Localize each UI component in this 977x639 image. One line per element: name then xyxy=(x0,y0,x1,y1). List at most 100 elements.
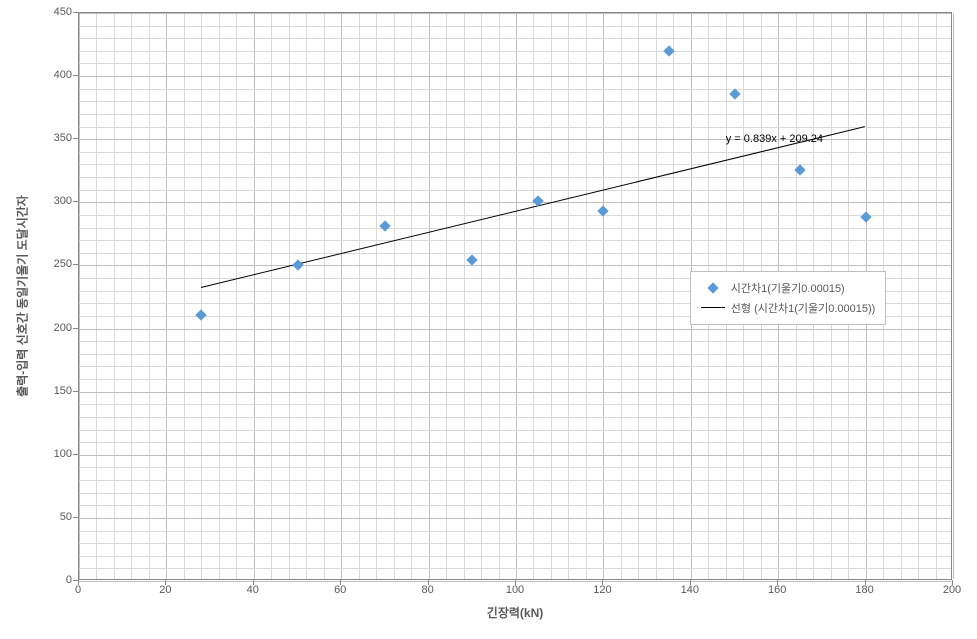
diamond-marker-icon xyxy=(707,282,718,293)
grid-minor-v xyxy=(673,13,674,579)
grid-minor-h xyxy=(79,341,951,342)
grid-minor-v xyxy=(394,13,395,579)
grid-minor-v xyxy=(533,13,534,579)
grid-minor-v xyxy=(656,13,657,579)
x-tick-mark xyxy=(78,580,79,585)
y-tick-mark xyxy=(73,517,78,518)
grid-major-v xyxy=(79,13,80,579)
grid-minor-h xyxy=(79,177,951,178)
grid-major-h xyxy=(79,76,951,77)
grid-major-h xyxy=(79,329,951,330)
grid-minor-h xyxy=(79,505,951,506)
grid-major-h xyxy=(79,455,951,456)
data-point xyxy=(467,255,478,266)
x-tick-label: 160 xyxy=(768,584,786,596)
grid-minor-v xyxy=(376,13,377,579)
grid-minor-h xyxy=(79,556,951,557)
legend-label: 시간차1(기울기0.00015) xyxy=(731,280,845,296)
grid-major-h xyxy=(79,392,951,393)
grid-minor-h xyxy=(79,366,951,367)
legend-label: 선형 (시간차1(기울기0.00015)) xyxy=(731,300,876,316)
x-tick-label: 60 xyxy=(334,584,346,596)
grid-minor-v xyxy=(219,13,220,579)
x-tick-label: 140 xyxy=(681,584,699,596)
grid-minor-v xyxy=(184,13,185,579)
x-tick-mark xyxy=(690,580,691,585)
y-tick-mark xyxy=(73,264,78,265)
y-tick-mark xyxy=(73,454,78,455)
chart-container: y = 0.839x + 209.24 02040608010012014016… xyxy=(0,0,977,639)
grid-minor-h xyxy=(79,253,951,254)
grid-minor-h xyxy=(79,379,951,380)
grid-minor-h xyxy=(79,114,951,115)
legend-item: 선형 (시간차1(기울기0.00015)) xyxy=(701,298,876,318)
grid-minor-h xyxy=(79,38,951,39)
grid-minor-v xyxy=(96,13,97,579)
x-tick-mark xyxy=(515,580,516,585)
grid-minor-h xyxy=(79,26,951,27)
y-tick-label: 150 xyxy=(54,385,72,397)
grid-minor-v xyxy=(411,13,412,579)
grid-minor-v xyxy=(901,13,902,579)
grid-minor-h xyxy=(79,543,951,544)
y-tick-label: 100 xyxy=(54,448,72,460)
grid-major-h xyxy=(79,202,951,203)
y-tick-label: 250 xyxy=(54,258,72,270)
x-tick-mark xyxy=(165,580,166,585)
x-tick-label: 120 xyxy=(593,584,611,596)
x-tick-mark xyxy=(952,580,953,585)
grid-major-v xyxy=(429,13,430,579)
y-tick-label: 350 xyxy=(54,132,72,144)
grid-minor-v xyxy=(481,13,482,579)
data-point xyxy=(860,212,871,223)
grid-minor-h xyxy=(79,164,951,165)
y-tick-mark xyxy=(73,580,78,581)
x-tick-mark xyxy=(602,580,603,585)
grid-minor-v xyxy=(464,13,465,579)
y-tick-label: 50 xyxy=(60,511,72,523)
grid-minor-h xyxy=(79,404,951,405)
grid-minor-v xyxy=(201,13,202,579)
x-tick-label: 100 xyxy=(506,584,524,596)
x-axis-title: 긴장력(kN) xyxy=(487,604,543,621)
legend-item: 시간차1(기울기0.00015) xyxy=(701,278,876,298)
x-tick-label: 0 xyxy=(75,584,81,596)
grid-minor-v xyxy=(621,13,622,579)
grid-minor-v xyxy=(359,13,360,579)
data-point xyxy=(379,221,390,232)
x-tick-mark xyxy=(253,580,254,585)
y-tick-mark xyxy=(73,12,78,13)
data-point xyxy=(196,309,207,320)
x-tick-label: 40 xyxy=(247,584,259,596)
grid-minor-h xyxy=(79,190,951,191)
grid-minor-h xyxy=(79,442,951,443)
grid-minor-h xyxy=(79,152,951,153)
grid-major-h xyxy=(79,13,951,14)
grid-major-h xyxy=(79,518,951,519)
y-tick-mark xyxy=(73,391,78,392)
grid-minor-v xyxy=(131,13,132,579)
y-tick-mark xyxy=(73,75,78,76)
grid-minor-v xyxy=(236,13,237,579)
grid-minor-h xyxy=(79,215,951,216)
grid-minor-h xyxy=(79,63,951,64)
line-marker-icon xyxy=(701,307,725,308)
grid-major-h xyxy=(79,265,951,266)
grid-minor-v xyxy=(586,13,587,579)
grid-minor-v xyxy=(918,13,919,579)
trendline-equation: y = 0.839x + 209.24 xyxy=(726,133,823,145)
grid-minor-h xyxy=(79,568,951,569)
grid-minor-v xyxy=(271,13,272,579)
y-axis-title: 출력-입력 신호간 동일기울기 도달시간자 xyxy=(14,195,31,397)
x-tick-label: 180 xyxy=(855,584,873,596)
x-tick-mark xyxy=(865,580,866,585)
x-tick-mark xyxy=(777,580,778,585)
grid-minor-h xyxy=(79,101,951,102)
grid-minor-h xyxy=(79,240,951,241)
y-tick-mark xyxy=(73,328,78,329)
grid-minor-h xyxy=(79,354,951,355)
grid-major-v xyxy=(341,13,342,579)
y-tick-mark xyxy=(73,138,78,139)
grid-minor-h xyxy=(79,493,951,494)
grid-minor-v xyxy=(638,13,639,579)
